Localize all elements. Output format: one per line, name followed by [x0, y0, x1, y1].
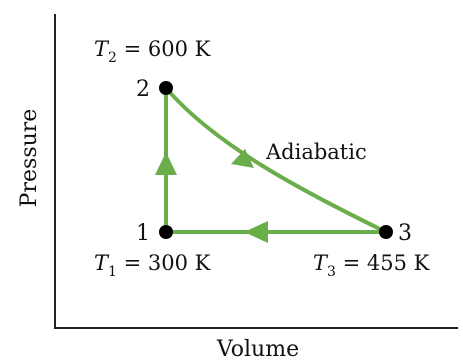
point-1-label: 1: [136, 221, 150, 246]
arrow-up-icon: [155, 152, 177, 175]
arrow-left-icon: [244, 221, 268, 243]
adiabatic-label: Adiabatic: [265, 140, 367, 164]
point-2-label: 2: [136, 77, 150, 102]
point-2: [159, 81, 173, 95]
temp-label-3: T3 = 455 K: [313, 251, 430, 280]
y-axis-label: Pressure: [17, 109, 42, 208]
point-1: [159, 225, 173, 239]
temp-label-2: T2 = 600 K: [94, 37, 211, 66]
temp-label-1: T1 = 300 K: [94, 251, 211, 280]
x-axis-label: Volume: [216, 337, 299, 360]
point-3: [379, 225, 393, 239]
arrow-down-right-icon: [231, 149, 254, 168]
point-3-label: 3: [398, 221, 412, 246]
direction-arrows: [155, 149, 268, 243]
path-2-to-3-adiabatic: [164, 86, 388, 234]
